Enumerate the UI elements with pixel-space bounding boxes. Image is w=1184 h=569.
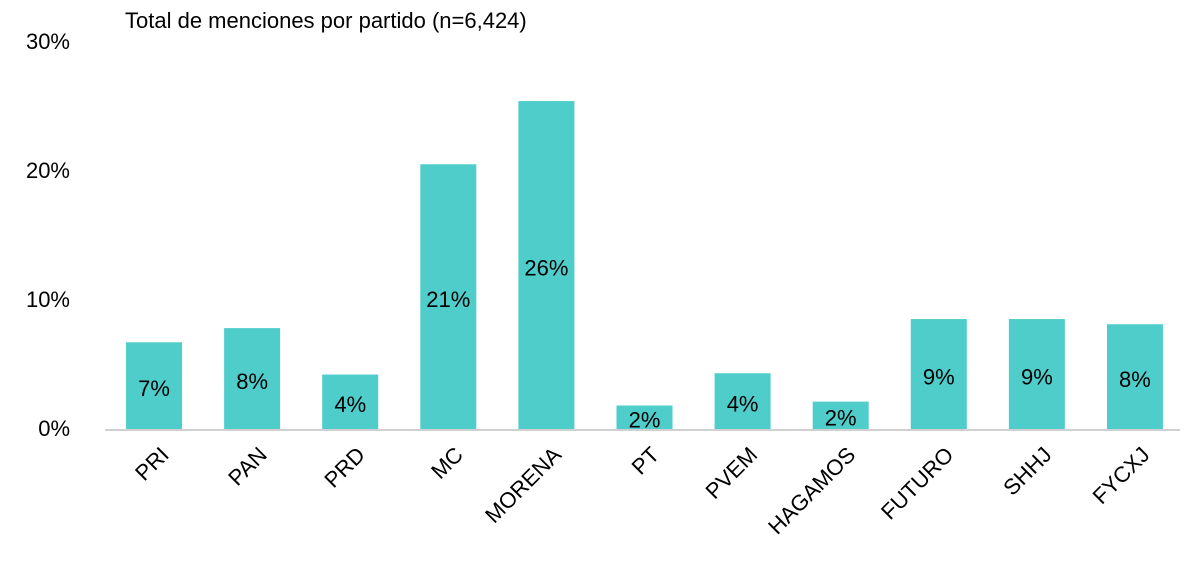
x-tick-label: PRI	[130, 442, 174, 486]
value-label: 26%	[524, 255, 568, 280]
x-tick-label: MORENA	[480, 442, 566, 528]
bar	[420, 164, 477, 430]
x-tick-label: SHHJ	[998, 442, 1056, 500]
value-label: 8%	[236, 369, 268, 394]
x-tick-label: FUTURO	[876, 442, 958, 524]
value-label: 4%	[334, 392, 366, 417]
bar	[518, 101, 575, 431]
value-label: 21%	[426, 287, 470, 312]
chart-title: Total de menciones por partido (n=6,424)	[125, 8, 527, 33]
y-tick-label: 30%	[26, 29, 70, 54]
x-tick-label: FYCXJ	[1088, 442, 1155, 509]
y-tick-label: 10%	[26, 287, 70, 312]
bar	[126, 342, 183, 430]
value-label: 4%	[727, 391, 759, 416]
y-tick-label: 0%	[38, 416, 70, 441]
value-label: 9%	[1021, 364, 1053, 389]
bar	[1106, 324, 1163, 430]
value-label: 7%	[138, 376, 170, 401]
bar	[812, 401, 869, 430]
x-tick-label: HAGAMOS	[763, 442, 860, 539]
x-tick-label: PRD	[319, 442, 370, 493]
bar	[322, 374, 379, 430]
bar	[224, 328, 281, 430]
bar	[714, 373, 771, 430]
x-tick-label: PVEM	[700, 442, 762, 504]
bar	[910, 319, 967, 430]
x-tick-label: PT	[627, 442, 665, 480]
value-label: 2%	[825, 406, 857, 431]
value-label: 8%	[1119, 367, 1151, 392]
y-tick-label: 20%	[26, 158, 70, 183]
bar	[616, 405, 673, 430]
bar	[1008, 319, 1065, 430]
x-tick-label: MC	[426, 442, 468, 484]
value-label: 9%	[923, 364, 955, 389]
value-label: 2%	[629, 408, 661, 433]
x-tick-label: PAN	[223, 442, 272, 491]
